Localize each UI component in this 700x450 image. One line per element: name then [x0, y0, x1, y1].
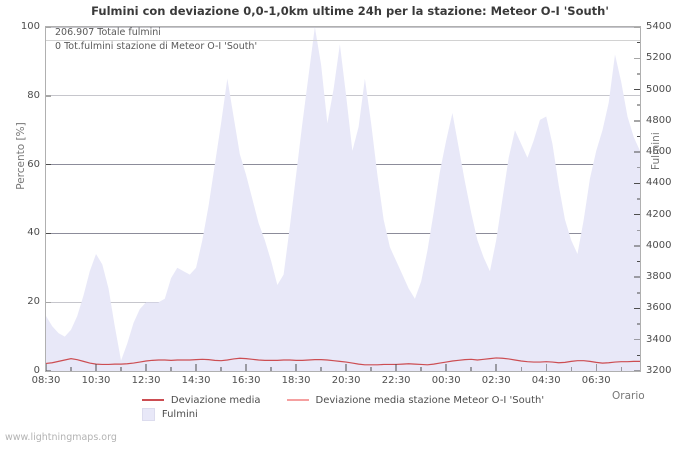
- x-axis-tick-10-30: 10:30: [81, 375, 111, 386]
- plot-area: [45, 26, 641, 372]
- y-axis-right-tick-5200: 5200: [646, 52, 672, 64]
- x-axis-labels: 08:30 10:30 12:30 14:30 16:30 18:30 20:30 22:30…: [32, 375, 641, 389]
- x-axis-tick-22-30: 22:30: [381, 375, 411, 386]
- site-watermark: www.lightningmaps.org: [5, 432, 117, 443]
- y-axis-right-tick-5400: 5400: [646, 21, 672, 32]
- x-axis-tick-14-30: 14:30: [181, 375, 211, 386]
- y-axis-left-title: Percento [%]: [15, 122, 27, 190]
- y-axis-left-labels: 0 20 40 60 80 100: [0, 21, 40, 376]
- y-axis-right-labels: 3200 3400 3600 3800 4000 4200 4400 4600 4800 5000…: [646, 21, 696, 376]
- x-axis-title: Orario: [612, 390, 645, 402]
- legend-line-swatch-icon: [141, 399, 164, 401]
- x-axis-tick-06-30: 06:30: [581, 375, 611, 386]
- y-axis-right-tick-4200: 4200: [646, 208, 672, 220]
- x-axis-tick-08-30: 08:30: [31, 375, 61, 386]
- legend-label: Fulmini: [161, 408, 198, 420]
- y-axis-right-tick-5000: 5000: [646, 83, 672, 95]
- x-axis-tick-00-30: 00:30: [431, 375, 461, 386]
- y-axis-left-tick-20: 20: [27, 296, 40, 308]
- y-axis-right-tick-3600: 3600: [646, 302, 672, 314]
- x-axis-tick-02-30: 02:30: [481, 375, 511, 386]
- y-axis-right-tick-4800: 4800: [646, 114, 672, 126]
- y-axis-right-tick-4600: 4600: [646, 146, 672, 158]
- fulmini-area-series: [46, 27, 640, 371]
- chart-legend: Deviazione media Deviazione media stazion…: [45, 393, 641, 423]
- plot-svg: [46, 27, 640, 371]
- legend-row-secondary: Fulmini: [45, 407, 641, 421]
- plot-clip: [46, 27, 640, 371]
- y-axis-left-tick-80: 80: [27, 89, 40, 101]
- deviazione-media-line-series: [46, 357, 640, 366]
- legend-line-swatch-icon: [286, 399, 309, 401]
- y-axis-left-tick-60: 60: [27, 158, 40, 170]
- page-title: Fulmini con deviazione 0,0-1,0km ultime …: [91, 4, 609, 18]
- x-axis-ticks: [46, 364, 622, 371]
- x-axis-tick-18-30: 18:30: [281, 375, 311, 386]
- legend-item-2[interactable]: Fulmini: [141, 407, 198, 421]
- y-axis-right-tick-3200: 3200: [646, 365, 672, 376]
- y-axis-right-ticks: [634, 27, 640, 371]
- y-axis-left-tick-100: 100: [20, 21, 40, 32]
- x-axis-tick-04-30: 04:30: [531, 375, 561, 386]
- y-axis-left-ticks: [46, 27, 51, 371]
- legend-item-1[interactable]: Deviazione media stazione Meteor O-I 'So…: [286, 394, 545, 406]
- y-axis-right-title: Fulmini: [650, 132, 662, 170]
- y-axis-right-tick-4000: 4000: [646, 239, 672, 251]
- legend-label: Deviazione media stazione Meteor O-I 'So…: [315, 394, 545, 406]
- x-axis-tick-16-30: 16:30: [231, 375, 261, 386]
- legend-area-swatch-icon: [141, 407, 155, 421]
- y-axis-left-tick-0: 0: [33, 365, 40, 376]
- x-axis-tick-12-30: 12:30: [131, 375, 161, 386]
- y-axis-right-tick-3400: 3400: [646, 333, 672, 345]
- legend-row-primary: Deviazione media Deviazione media stazion…: [45, 393, 641, 407]
- y-axis-right-tick-3800: 3800: [646, 271, 672, 283]
- x-axis-tick-20-30: 20:30: [331, 375, 361, 386]
- legend-item-0[interactable]: Deviazione media: [141, 394, 261, 406]
- legend-label: Deviazione media: [170, 394, 261, 406]
- y-axis-right-tick-4400: 4400: [646, 177, 672, 189]
- y-axis-left-tick-40: 40: [27, 227, 40, 239]
